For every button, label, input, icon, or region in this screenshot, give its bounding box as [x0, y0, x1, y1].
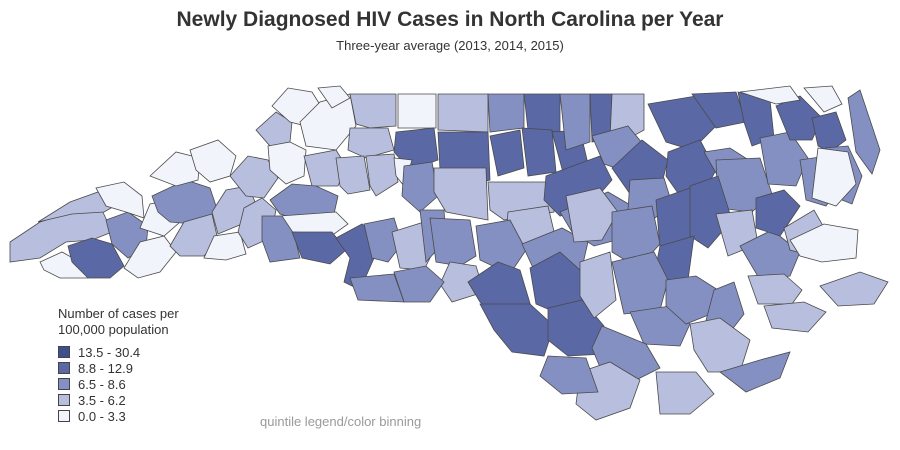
county-region	[437, 93, 489, 133]
county-region	[647, 95, 717, 151]
county-region	[317, 85, 351, 109]
county-region	[803, 85, 843, 113]
county-region	[433, 167, 489, 221]
county-region	[267, 141, 307, 185]
county-region	[269, 183, 339, 221]
legend-label: 3.5 - 6.2	[78, 392, 126, 408]
county-region	[811, 147, 857, 207]
county-region	[397, 93, 437, 129]
county-region	[349, 93, 397, 129]
county-region	[847, 89, 881, 175]
county-region	[579, 251, 617, 319]
legend-label: 6.5 - 8.6	[78, 376, 126, 392]
county-region	[819, 271, 889, 307]
legend-title: Number of cases per 100,000 population	[58, 306, 179, 337]
county-region	[629, 305, 691, 347]
map-subtitle: Three-year average (2013, 2014, 2015)	[336, 38, 564, 53]
county-region	[739, 229, 801, 281]
county-region	[363, 217, 403, 263]
legend-item: 13.5 - 30.4	[58, 344, 179, 360]
county-region	[401, 161, 439, 213]
county-region	[565, 187, 619, 243]
county-region	[349, 273, 405, 303]
county-region	[523, 93, 561, 133]
county-region	[559, 93, 591, 151]
county-region	[747, 273, 803, 305]
county-region	[203, 231, 247, 261]
county-region	[335, 155, 371, 195]
county-region	[789, 223, 859, 263]
county-region	[475, 219, 527, 275]
county-region	[261, 215, 301, 263]
legend-label: 8.8 - 12.9	[78, 360, 133, 376]
county-region	[611, 251, 669, 315]
legend: Number of cases per 100,000 population 1…	[58, 306, 179, 424]
legend-swatch	[58, 394, 70, 406]
county-region	[521, 127, 557, 177]
county-region	[255, 111, 293, 147]
county-region	[479, 303, 555, 357]
county-region	[539, 355, 599, 395]
county-region	[689, 317, 751, 373]
county-region	[719, 351, 791, 393]
legend-swatch	[58, 378, 70, 390]
legend-label: 13.5 - 30.4	[78, 344, 141, 360]
legend-swatch	[58, 410, 70, 422]
county-region	[755, 189, 801, 237]
county-region	[365, 153, 399, 197]
county-region	[429, 217, 477, 267]
binning-note: quintile legend/color binning	[260, 414, 422, 429]
county-region	[291, 231, 347, 265]
county-region	[763, 301, 827, 333]
county-region	[229, 155, 279, 199]
county-region	[811, 111, 847, 153]
county-region	[487, 93, 525, 133]
legend-item: 6.5 - 8.6	[58, 376, 179, 392]
legend-label: 0.0 - 3.3	[78, 408, 126, 424]
legend-swatch	[58, 346, 70, 358]
legend-item: 3.5 - 6.2	[58, 392, 179, 408]
county-region	[489, 129, 525, 177]
county-layer	[9, 85, 889, 421]
legend-item: 0.0 - 3.3	[58, 408, 179, 424]
county-region	[67, 237, 125, 279]
legend-swatch	[58, 362, 70, 374]
county-region	[299, 93, 357, 151]
map-title: Newly Diagnosed HIV Cases in North Carol…	[176, 8, 724, 31]
county-region	[347, 127, 395, 159]
county-region	[655, 371, 715, 415]
legend-item: 8.8 - 12.9	[58, 360, 179, 376]
county-region	[739, 85, 801, 105]
